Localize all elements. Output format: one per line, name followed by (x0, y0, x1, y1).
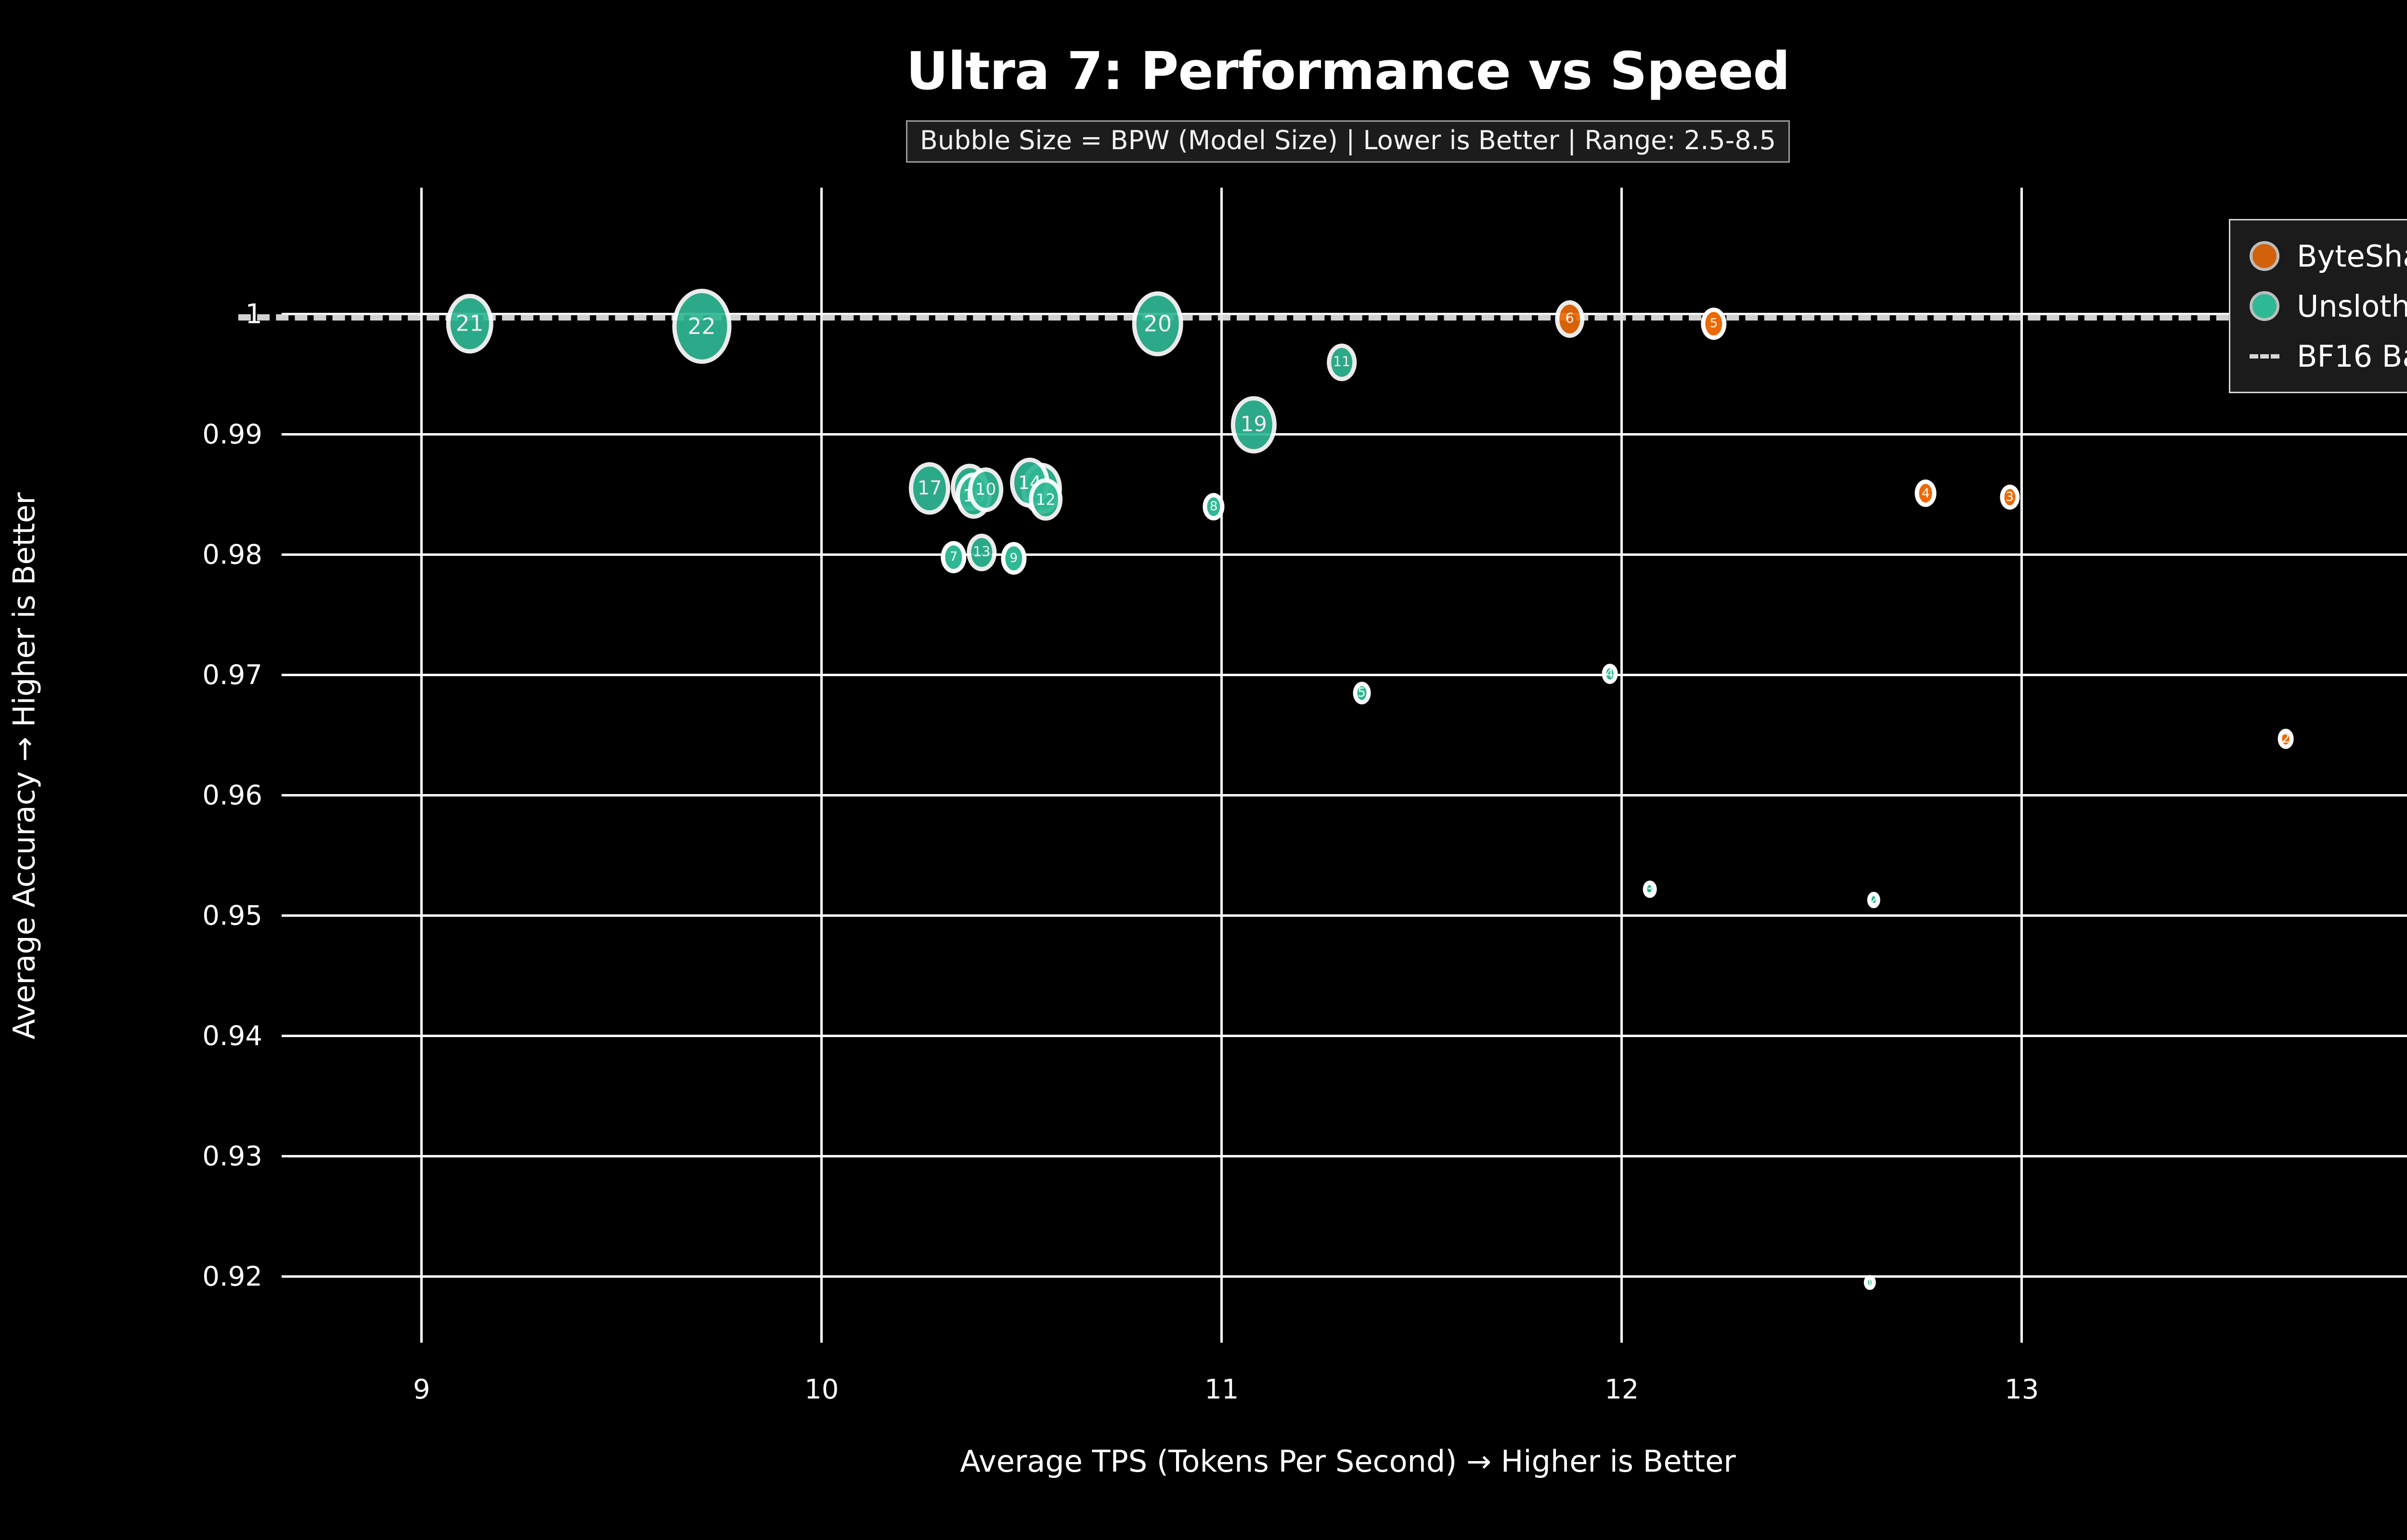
bubble-unsloth-5[interactable]: 5 (1353, 681, 1371, 705)
bubble-label: 1 (1865, 1275, 1874, 1290)
legend-item-unsloth[interactable]: Unsloth (2243, 281, 2407, 331)
x-tick-label: 14 (2405, 1374, 2407, 1405)
bubble-unsloth-3[interactable]: 3 (1643, 880, 1657, 898)
bubble-label: 13 (973, 544, 991, 560)
bubble-unsloth-1[interactable]: 1 (1863, 1275, 1876, 1290)
bubble-label: 9 (1009, 551, 1018, 565)
x-tick-label: 9 (413, 1374, 430, 1405)
y-gridline (282, 914, 2407, 917)
y-axis-tick-labels: 1 0.99 0.98 0.97 0.96 0.95 0.94 0.93 0.92 (0, 188, 262, 1343)
bubble-label: 6 (1565, 310, 1574, 327)
bubble-unsloth-12[interactable]: 12 (1029, 478, 1062, 521)
bubble-unsloth-22[interactable]: 22 (672, 288, 732, 364)
bubble-label: 3 (1645, 882, 1654, 897)
bubble-unsloth-21[interactable]: 21 (446, 294, 493, 354)
bubble-label: 2 (2281, 732, 2290, 746)
chart-legend: ByteShape Unsloth BF16 Baseline (2229, 219, 2407, 393)
bubble-label: 17 (917, 477, 942, 500)
bubble-byteshape-4[interactable]: 4 (1915, 479, 1937, 507)
bubble-byteshape-2[interactable]: 2 (2278, 729, 2294, 749)
chart-title: Ultra 7: Performance vs Speed (906, 41, 1790, 102)
y-gridline (282, 1155, 2407, 1157)
bubble-label: 5 (1358, 685, 1366, 700)
bubble-byteshape-3[interactable]: 3 (2000, 484, 2020, 510)
y-gridline (282, 553, 2407, 556)
x-gridline (1620, 188, 1623, 1343)
bubble-unsloth-17[interactable]: 17 (909, 462, 951, 515)
x-gridline (1220, 188, 1223, 1343)
legend-item-label: BF16 Baseline (2297, 338, 2407, 374)
bubble-label: 21 (455, 310, 484, 336)
circle-marker-icon (2250, 291, 2279, 321)
bubble-unsloth-2[interactable]: 2 (1867, 892, 1880, 908)
bubble-unsloth-20[interactable]: 20 (1132, 291, 1184, 357)
bubble-label: 7 (949, 550, 958, 565)
bubble-label: 3 (2006, 489, 2014, 504)
bubble-unsloth-8[interactable]: 8 (1203, 492, 1225, 521)
x-gridline (420, 188, 423, 1343)
y-tick-label: 0.99 (202, 419, 262, 450)
y-tick-label: 0.92 (202, 1261, 262, 1292)
legend-item-bf16-baseline[interactable]: BF16 Baseline (2243, 331, 2407, 381)
y-tick-label: 0.97 (202, 659, 262, 691)
x-gridline (2020, 188, 2023, 1343)
x-tick-label: 10 (804, 1374, 839, 1405)
y-tick-label: 0.94 (202, 1020, 262, 1052)
x-gridline (820, 188, 823, 1343)
legend-item-label: ByteShape (2297, 238, 2407, 274)
plot-area: 2220211917181415161012111367958435142321 (238, 188, 2407, 1343)
chart-subtitle-container: Bubble Size = BPW (Model Size) | Lower i… (0, 120, 2407, 163)
bubble-unsloth-9[interactable]: 9 (1001, 542, 1027, 575)
x-axis-label: Average TPS (Tokens Per Second) → Higher… (960, 1444, 1736, 1479)
bubble-unsloth-11[interactable]: 11 (1327, 343, 1357, 381)
x-tick-label: 11 (1204, 1374, 1239, 1405)
y-gridline (282, 1275, 2407, 1278)
circle-marker-icon (2250, 241, 2279, 271)
y-gridline (282, 1035, 2407, 1037)
bubble-label: 8 (1209, 499, 1218, 514)
bubble-byteshape-5[interactable]: 5 (1701, 307, 1727, 340)
bubble-label: 5 (1709, 316, 1718, 331)
y-gridline (282, 433, 2407, 436)
dashed-line-icon (2250, 354, 2279, 359)
y-tick-label: 0.95 (202, 900, 262, 931)
chart-subtitle: Bubble Size = BPW (Model Size) | Lower i… (906, 120, 1790, 163)
y-gridline (282, 674, 2407, 676)
y-gridline (282, 794, 2407, 796)
x-tick-label: 13 (2005, 1374, 2039, 1405)
bubble-label: 11 (1333, 354, 1351, 370)
y-axis-label: Average Accuracy → Higher is Better (6, 492, 42, 1040)
y-tick-label: 0.96 (202, 780, 262, 811)
bubble-unsloth-10[interactable]: 10 (968, 467, 1004, 513)
bubble-label: 19 (1240, 412, 1268, 437)
bubble-unsloth-13[interactable]: 13 (967, 533, 996, 571)
bf16-baseline-line (238, 314, 2407, 321)
bubble-label: 4 (1922, 486, 1930, 500)
legend-item-byteshape[interactable]: ByteShape (2243, 231, 2407, 281)
bubble-unsloth-4[interactable]: 4 (1602, 664, 1618, 684)
legend-item-label: Unsloth (2297, 288, 2407, 324)
bubble-label: 4 (1605, 667, 1614, 681)
x-tick-label: 12 (1605, 1374, 1639, 1405)
bubble-label: 22 (687, 313, 716, 339)
bubble-label: 20 (1143, 310, 1172, 337)
bubble-unsloth-7[interactable]: 7 (941, 540, 967, 574)
bubble-byteshape-6[interactable]: 6 (1554, 300, 1585, 338)
bubble-label: 12 (1035, 490, 1056, 509)
y-tick-label: 0.98 (202, 539, 262, 570)
y-tick-label: 0.93 (202, 1141, 262, 1172)
bubble-unsloth-19[interactable]: 19 (1231, 396, 1277, 454)
bubble-label: 10 (975, 480, 996, 500)
bubble-label: 2 (1869, 893, 1878, 908)
x-axis-tick-labels: 9 10 11 12 13 14 (282, 1374, 2407, 1412)
